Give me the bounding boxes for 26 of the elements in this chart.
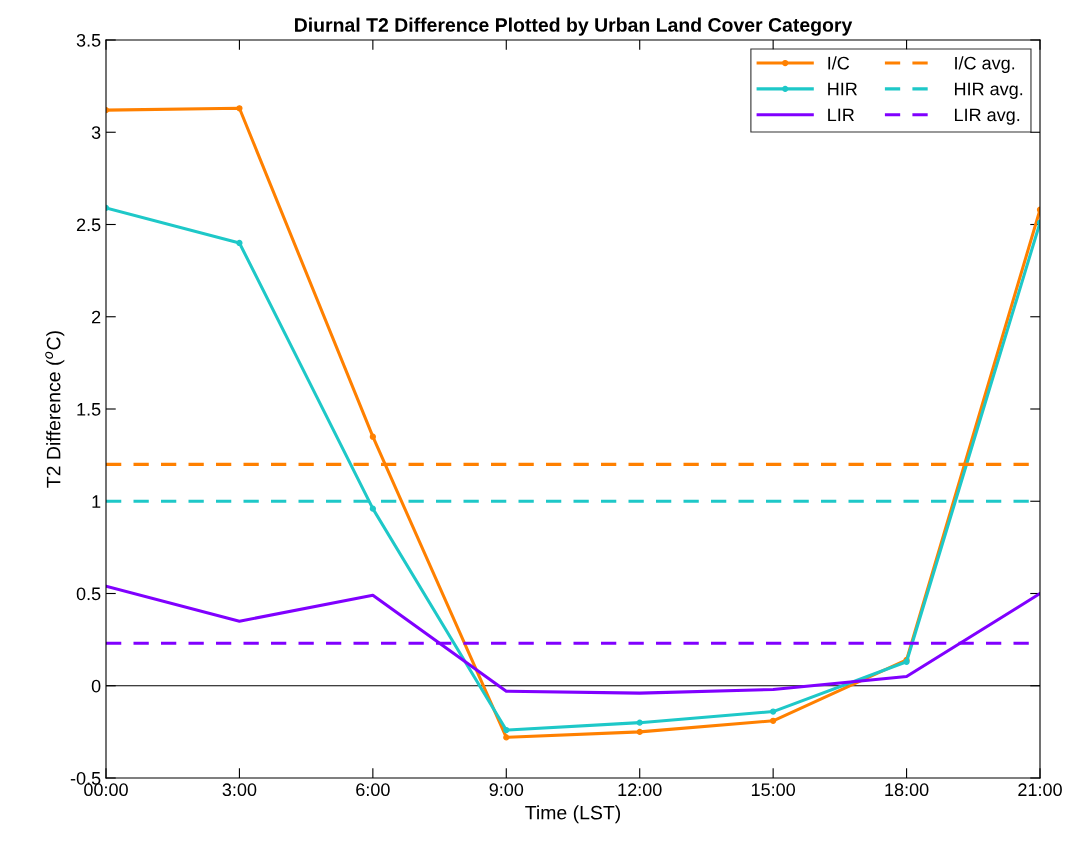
legend-label: LIR (828, 108, 854, 122)
legend-label: I/C (828, 56, 850, 70)
x-axis-title: Time (LST) (525, 805, 621, 824)
y-tick-label: 2.5 (76, 218, 101, 232)
y-axis-title: T2 Difference ($^{o}$C) (45, 331, 65, 488)
legend-label: LIR avg. (955, 108, 1020, 125)
y-tick-label: 1 (92, 495, 101, 508)
x-tick-label: 3:00 (222, 783, 257, 797)
y-tick-label: 2 (92, 310, 101, 324)
y-tick-label: 0 (91, 679, 101, 693)
x-tick-label: 21:00 (1018, 783, 1062, 797)
legend-label: HIR avg. (955, 82, 1023, 99)
y-tick-label: 1.5 (77, 403, 101, 416)
y-tick-label: -0.5 (70, 771, 101, 785)
x-tick-label: 6:00 (356, 783, 390, 797)
x-tick-label: 15:00 (751, 783, 796, 797)
y-tick-label: 3.5 (76, 33, 101, 47)
x-tick-label: 00:00 (84, 783, 128, 797)
y-tick-label: 0.5 (76, 587, 101, 601)
legend-label: HIR (828, 82, 857, 96)
y-tick-label: 3 (91, 126, 101, 139)
x-tick-label: 18:00 (885, 783, 929, 797)
x-tick-label: 12:00 (618, 783, 662, 797)
legend-label: I/C avg. (955, 56, 1015, 74)
x-tick-label: 9:00 (489, 783, 524, 797)
chart-title: Diurnal T2 Difference Plotted by Urban Land Cover Category (295, 17, 853, 36)
